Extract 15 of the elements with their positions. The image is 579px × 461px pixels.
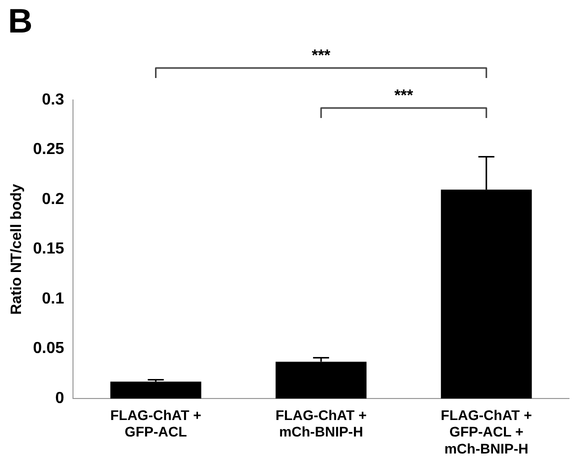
y-tick-label: 0.05 [33,340,64,358]
y-tick-label: 0.2 [42,190,64,208]
text: *** [312,47,332,64]
y-tick-label: 0.3 [42,91,64,108]
bar [110,382,202,399]
x-tick-label: FLAG-ChAT + mCh-BNIP-H [276,406,367,440]
x-tick-label: FLAG-ChAT + GFP-ACL + mCh-BNIP-H [440,406,532,456]
y-tick-label: 0.15 [33,240,64,258]
y-tick-label: 0 [55,390,64,408]
chart-title: B [8,2,33,40]
y-tick-label: 0.25 [33,141,64,158]
y-axis-title: Ratio NT/cell body [8,183,26,315]
y-tick-label: 0.1 [42,290,64,308]
x-tick-label: FLAG-ChAT + GFP-ACL [110,406,202,440]
annotation: *** [394,87,414,104]
